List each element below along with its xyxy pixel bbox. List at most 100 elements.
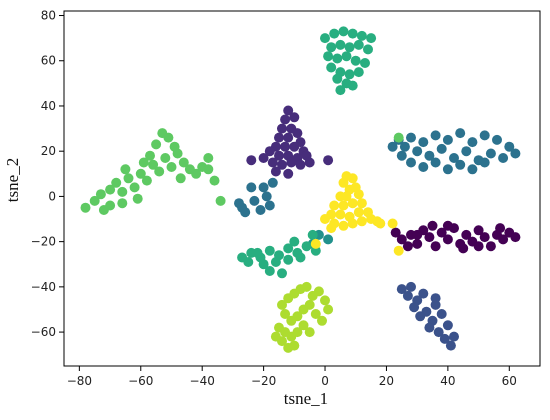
y-tick-label: 40 bbox=[41, 99, 56, 113]
scatter-point bbox=[237, 202, 248, 213]
x-tick-label: −40 bbox=[190, 374, 215, 388]
scatter-point bbox=[151, 139, 162, 150]
scatter-point bbox=[430, 130, 441, 141]
scatter-point bbox=[323, 234, 334, 245]
scatter-point bbox=[356, 216, 367, 227]
scatter-point bbox=[249, 195, 260, 206]
scatter-point bbox=[326, 223, 337, 234]
scatter-point bbox=[485, 148, 496, 159]
scatter-point bbox=[455, 128, 466, 139]
scatter-point bbox=[338, 26, 349, 37]
scatter-point bbox=[399, 141, 410, 152]
scatter-point bbox=[338, 220, 349, 231]
scatter-point bbox=[427, 220, 438, 231]
scatter-point bbox=[169, 141, 180, 152]
scatter-point bbox=[504, 141, 515, 152]
plot-frame bbox=[63, 10, 541, 367]
scatter-point bbox=[387, 218, 398, 229]
scatter-point bbox=[277, 123, 287, 134]
x-axis: −80 −60 −40 −20 0 20 40 60 bbox=[67, 366, 517, 388]
scatter-point bbox=[326, 62, 337, 73]
scatter-point bbox=[473, 241, 484, 252]
scatter-point bbox=[292, 128, 303, 139]
scatter-point bbox=[175, 173, 186, 184]
scatter-point bbox=[166, 162, 177, 172]
scatter-point bbox=[298, 320, 309, 331]
scatter-point bbox=[335, 85, 346, 96]
scatter-point bbox=[280, 114, 291, 125]
scatter-point bbox=[436, 227, 447, 238]
scatter-point bbox=[132, 193, 143, 204]
scatter-point bbox=[396, 234, 407, 245]
y-tick-label: −40 bbox=[31, 280, 56, 294]
scatter-point bbox=[258, 259, 269, 270]
scatter-point bbox=[283, 254, 294, 265]
scatter-point bbox=[252, 247, 263, 258]
scatter-point bbox=[458, 243, 469, 254]
scatter-point bbox=[344, 69, 355, 80]
scatter-point bbox=[135, 168, 146, 179]
scatter-point bbox=[498, 153, 509, 163]
scatter-point bbox=[264, 146, 275, 157]
scatter-point bbox=[406, 132, 416, 143]
scatter-point bbox=[295, 252, 306, 263]
scatter-point bbox=[267, 177, 278, 188]
y-axis-title: tsne_2 bbox=[3, 158, 22, 202]
scatter-point bbox=[360, 58, 370, 68]
scatter-point bbox=[332, 53, 343, 64]
scatter-point bbox=[307, 229, 318, 240]
scatter-point bbox=[412, 238, 423, 249]
scatter-point bbox=[396, 150, 407, 161]
scatter-point bbox=[436, 143, 447, 154]
scatter-point bbox=[301, 281, 312, 292]
scatter-point bbox=[406, 281, 416, 292]
scatter-point bbox=[117, 198, 128, 209]
x-tick-label: 20 bbox=[379, 374, 394, 388]
scatter-point bbox=[270, 166, 281, 177]
scatter-point bbox=[320, 214, 330, 224]
y-axis: −60 −40 −20 0 20 40 60 80 bbox=[31, 9, 64, 339]
scatter-point bbox=[105, 200, 116, 211]
scatter-point bbox=[310, 238, 321, 249]
scatter-point bbox=[424, 150, 435, 161]
scatter-point bbox=[350, 55, 361, 66]
scatter-point bbox=[479, 232, 490, 243]
scatter-point bbox=[393, 132, 404, 143]
scatter-point bbox=[320, 33, 330, 44]
scatter-point bbox=[442, 134, 453, 145]
scatter-point bbox=[123, 173, 134, 184]
scatter-point bbox=[430, 293, 441, 304]
points-layer bbox=[80, 26, 521, 353]
scatter-point bbox=[492, 134, 502, 145]
scatter-point bbox=[347, 198, 358, 209]
scatter-point bbox=[289, 340, 300, 351]
scatter-point bbox=[433, 327, 444, 338]
scatter-point bbox=[203, 164, 214, 175]
scatter-point bbox=[80, 202, 91, 213]
scatter-point bbox=[335, 39, 346, 50]
scatter-point bbox=[445, 340, 456, 351]
scatter-point bbox=[277, 268, 287, 279]
scatter-point bbox=[148, 159, 159, 170]
scatter-point bbox=[323, 51, 334, 62]
scatter-point bbox=[283, 168, 294, 179]
scatter-point bbox=[295, 159, 306, 170]
scatter-point bbox=[320, 295, 330, 306]
scatter-point bbox=[363, 44, 373, 55]
scatter-point bbox=[442, 220, 453, 231]
scatter-point bbox=[283, 243, 294, 254]
scatter-point bbox=[283, 132, 294, 143]
scatter-point bbox=[406, 157, 416, 168]
scatter-point bbox=[510, 148, 521, 159]
scatter-point bbox=[111, 177, 122, 188]
scatter-point bbox=[356, 198, 367, 209]
scatter-point bbox=[467, 137, 478, 148]
scatter-point bbox=[415, 311, 426, 322]
scatter-point bbox=[424, 322, 435, 333]
scatter-point bbox=[387, 141, 398, 152]
scatter-point bbox=[191, 168, 202, 179]
scatter-point bbox=[277, 159, 287, 170]
scatter-point bbox=[375, 218, 386, 229]
scatter-point bbox=[317, 315, 327, 326]
